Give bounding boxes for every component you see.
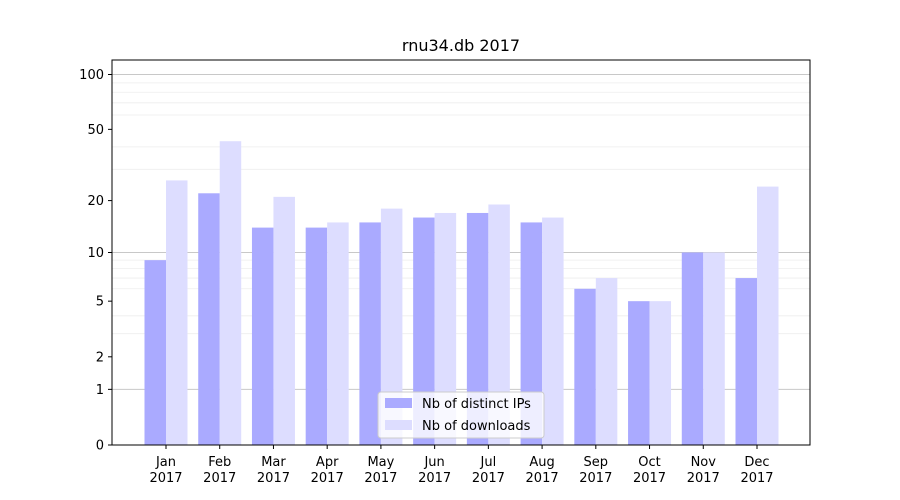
bar-distinct-ips	[198, 193, 220, 445]
bar-downloads	[649, 301, 672, 445]
bar-distinct-ips	[574, 288, 596, 445]
bar-distinct-ips	[251, 227, 274, 445]
x-tick-label-month: Sep	[584, 455, 609, 470]
y-tick-label: 10	[87, 246, 104, 261]
x-tick-label-year: 2017	[740, 471, 773, 486]
bar-downloads	[380, 208, 403, 445]
bar-downloads	[595, 278, 618, 445]
x-tick-label-month: Dec	[744, 455, 769, 470]
legend: Nb of distinct IPs Nb of downloads	[377, 391, 545, 439]
bar-distinct-ips	[305, 227, 328, 445]
x-tick-label-month: May	[367, 455, 394, 470]
legend-label-downloads: Nb of downloads	[422, 419, 531, 434]
x-tick-label-year: 2017	[203, 471, 236, 486]
bar-distinct-ips	[520, 222, 543, 445]
x-tick-label-year: 2017	[472, 471, 505, 486]
bar-downloads	[757, 186, 779, 445]
bar-distinct-ips	[735, 278, 757, 445]
bar-downloads	[434, 212, 457, 445]
y-tick-label: 0	[96, 439, 104, 454]
x-axis: Jan2017Feb2017Mar2017Apr2017May2017Jun20…	[149, 445, 774, 486]
x-tick-label-year: 2017	[418, 471, 451, 486]
bar-downloads	[488, 204, 510, 445]
bar-distinct-ips	[359, 222, 381, 445]
bar-downloads	[166, 180, 188, 446]
y-tick-label: 20	[87, 194, 104, 209]
bar-downloads	[703, 252, 725, 445]
x-tick-label-year: 2017	[149, 471, 182, 486]
bar-downloads	[327, 222, 349, 445]
x-tick-label-month: Feb	[208, 455, 231, 470]
x-tick-label-year: 2017	[633, 471, 666, 486]
x-tick-label-month: Jul	[480, 455, 497, 470]
bar-downloads	[219, 141, 242, 446]
x-tick-label-month: Aug	[529, 455, 554, 470]
legend-swatch-ips	[385, 398, 412, 408]
x-tick-label-month: Jun	[423, 455, 444, 470]
bar-distinct-ips	[144, 260, 166, 445]
bar-downloads	[273, 196, 295, 445]
x-tick-label-month: Jan	[155, 455, 176, 470]
x-tick-label-month: Nov	[691, 455, 717, 470]
bars	[144, 141, 779, 446]
chart-title: rnu34.db 2017	[402, 36, 520, 55]
y-tick-label: 100	[79, 68, 104, 83]
x-tick-label-year: 2017	[687, 471, 720, 486]
y-tick-label: 50	[87, 123, 104, 138]
bar-distinct-ips	[466, 212, 489, 445]
x-tick-label-month: Oct	[638, 455, 660, 470]
x-tick-label-month: Apr	[316, 455, 339, 470]
y-tick-label: 1	[96, 383, 104, 398]
bar-distinct-ips	[413, 217, 435, 445]
bar-downloads	[542, 217, 564, 445]
plot-frame	[111, 59, 811, 446]
x-tick-label-year: 2017	[526, 471, 559, 486]
legend-swatch-downloads	[385, 420, 412, 430]
y-tick-label: 5	[96, 295, 104, 310]
legend-label-ips: Nb of distinct IPs	[422, 397, 531, 412]
x-tick-label-year: 2017	[311, 471, 344, 486]
x-tick-label-month: Mar	[261, 455, 286, 470]
y-tick-label: 2	[96, 350, 104, 365]
y-axis: 0 1 2 5 10 20 50 100	[79, 68, 112, 454]
x-tick-label-year: 2017	[579, 471, 612, 486]
bar-distinct-ips	[628, 301, 650, 445]
x-tick-label-year: 2017	[257, 471, 290, 486]
legend-box	[377, 391, 545, 439]
x-tick-label-year: 2017	[364, 471, 397, 486]
bar-distinct-ips	[681, 252, 704, 445]
